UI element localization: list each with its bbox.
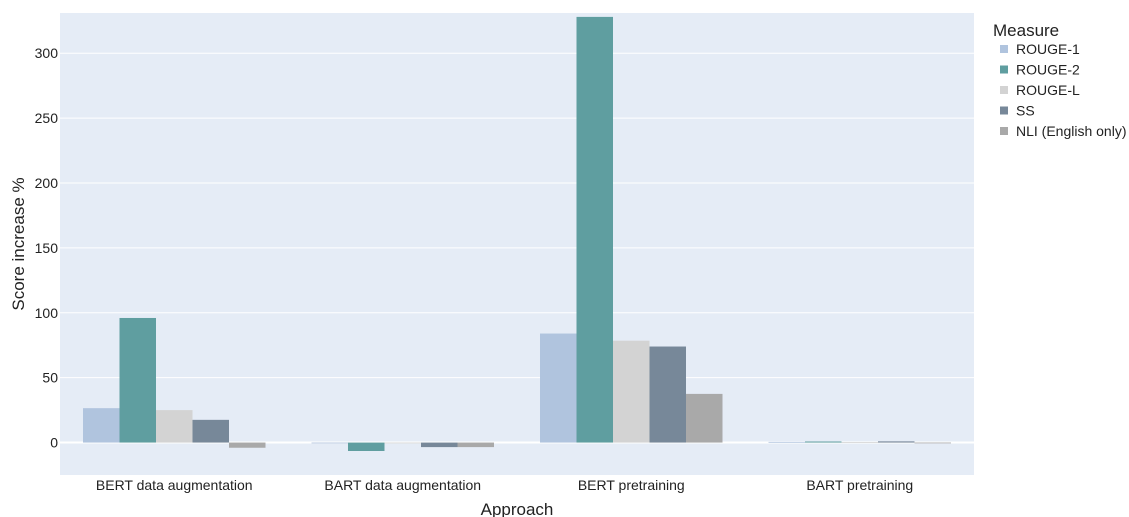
legend-swatch xyxy=(1000,45,1008,53)
legend-label: SS xyxy=(1016,103,1035,119)
y-axis-ticks: 0 50 100 150 200 250 300 xyxy=(35,45,59,450)
bar xyxy=(576,16,613,443)
bar xyxy=(421,442,458,448)
bar xyxy=(768,441,805,443)
bar xyxy=(311,442,348,444)
legend-title: Measure xyxy=(993,21,1059,40)
bar xyxy=(878,441,915,443)
plot-area xyxy=(60,13,974,475)
legend-swatch xyxy=(1000,86,1008,94)
legend-swatch xyxy=(1000,106,1008,115)
y-tick-label: 200 xyxy=(35,175,59,191)
bar xyxy=(613,340,650,443)
y-axis-title: Score increase % xyxy=(9,177,28,310)
x-axis-title: Approach xyxy=(481,500,554,517)
bar xyxy=(841,442,878,443)
bars xyxy=(83,16,951,451)
bar xyxy=(540,333,577,443)
y-tick-label: 150 xyxy=(35,240,59,256)
x-tick-label: BERT pretraining xyxy=(578,477,685,493)
x-tick-label: BART data augmentation xyxy=(324,477,481,493)
x-tick-label: BART pretraining xyxy=(806,477,913,493)
bar xyxy=(457,442,494,448)
legend-swatch xyxy=(1000,127,1008,135)
bar xyxy=(192,419,229,443)
y-tick-label: 50 xyxy=(42,370,58,386)
bar xyxy=(384,442,421,444)
bar xyxy=(686,393,723,443)
y-tick-label: 100 xyxy=(35,305,59,321)
bar xyxy=(805,441,842,443)
y-tick-label: 300 xyxy=(35,45,59,61)
legend-swatch xyxy=(1000,65,1008,74)
legend-label: ROUGE-1 xyxy=(1016,41,1080,57)
bar xyxy=(156,410,193,443)
bar xyxy=(83,408,120,443)
bar xyxy=(914,442,951,444)
legend-label: ROUGE-L xyxy=(1016,82,1080,98)
bar xyxy=(649,346,686,443)
x-tick-label: BERT data augmentation xyxy=(96,477,253,493)
legend-label: ROUGE-2 xyxy=(1016,62,1080,78)
legend-label: NLI (English only) xyxy=(1016,123,1127,139)
bar xyxy=(229,442,266,448)
y-tick-label: 250 xyxy=(35,110,59,126)
legend: Measure ROUGE-1 ROUGE-2 ROUGE-L SS NLI (Engl… xyxy=(993,21,1127,139)
bar xyxy=(119,317,156,443)
x-axis-ticks: BERT data augmentation BART data augmenta… xyxy=(96,477,913,493)
bar xyxy=(348,442,385,451)
y-tick-label: 0 xyxy=(50,435,58,451)
